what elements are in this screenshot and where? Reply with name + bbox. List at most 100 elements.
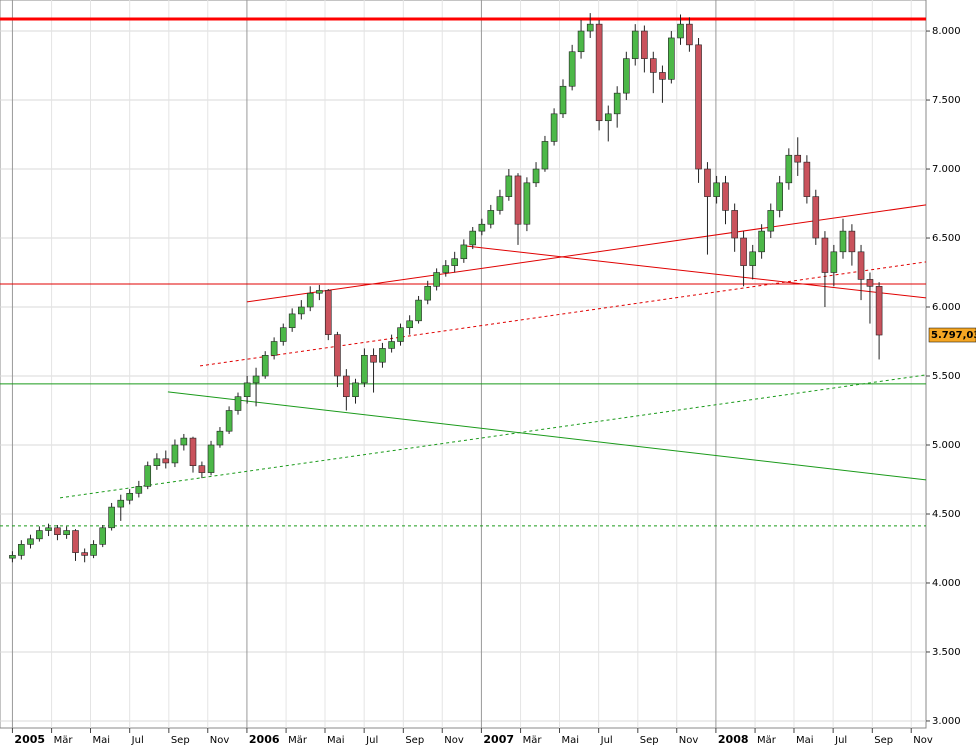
candle-body	[677, 23, 684, 39]
y-tick-label: 4.500	[932, 509, 961, 520]
candle-body	[686, 23, 693, 46]
candle-body	[460, 244, 468, 260]
candle-body	[306, 292, 314, 308]
candle-body	[81, 552, 88, 556]
candle-body	[90, 544, 97, 556]
x-tick-label: Mai	[561, 735, 579, 746]
candle-body	[234, 396, 242, 411]
candle-body	[785, 154, 793, 184]
candle-body	[830, 251, 838, 273]
candle-body	[361, 355, 368, 384]
candle-body	[613, 92, 621, 115]
x-tick-label: 2006	[249, 733, 280, 746]
candle-body	[668, 37, 675, 80]
candle-body	[99, 527, 107, 545]
candle-body	[641, 30, 648, 59]
candle-body	[731, 210, 738, 239]
candle-body	[505, 175, 513, 197]
x-tick-label: Nov	[679, 735, 699, 746]
candle-body	[261, 355, 269, 377]
candle-body	[162, 458, 170, 464]
candle-body	[695, 44, 702, 170]
candle-body	[153, 458, 161, 466]
candle-body	[207, 444, 215, 473]
candle-body	[559, 85, 567, 115]
candle-body	[54, 527, 61, 535]
y-tick-label: 6.500	[932, 233, 961, 244]
candle-body	[72, 530, 79, 553]
y-tick-label: 3.500	[932, 647, 961, 658]
candle-body	[767, 210, 775, 232]
x-tick-label: 2007	[483, 733, 514, 746]
candle-body	[875, 286, 883, 336]
candle-body	[469, 230, 477, 246]
x-tick-label: Sep	[171, 735, 190, 746]
x-tick-label: Sep	[874, 735, 893, 746]
candle-body	[532, 168, 540, 184]
candle-body	[45, 527, 52, 531]
y-tick-label: 3.000	[932, 716, 961, 727]
x-tick-label: Mär	[523, 735, 543, 746]
candle-body	[415, 299, 422, 322]
y-tick-label: 4.000	[932, 578, 961, 589]
candle-body	[180, 437, 188, 446]
candle-body	[776, 182, 783, 211]
candle-body	[397, 327, 404, 342]
candle-body	[794, 154, 802, 163]
candle-body	[857, 251, 865, 280]
y-tick-label: 5.000	[932, 440, 961, 451]
candle-body	[595, 23, 603, 122]
candle-body	[18, 544, 25, 556]
candle-body	[722, 182, 729, 211]
price-badge	[928, 327, 976, 343]
candle-body	[487, 210, 495, 225]
candle-body	[126, 492, 133, 501]
candle-body	[586, 23, 594, 32]
x-tick-label: Jul	[131, 735, 144, 746]
x-tick-label: Mai	[93, 735, 111, 746]
candle-body	[496, 196, 504, 211]
candle-body	[848, 230, 856, 253]
x-tick-label: Jul	[365, 735, 378, 746]
candle-body	[27, 538, 34, 545]
candle-body	[189, 437, 197, 466]
candle-body	[550, 113, 558, 142]
x-tick-label: Jul	[600, 735, 613, 746]
y-tick-label: 5.500	[932, 371, 961, 382]
candle-body	[388, 341, 395, 349]
candle-body	[36, 530, 43, 540]
candle-body	[568, 51, 576, 87]
candle-body	[379, 348, 386, 363]
candle-body	[225, 410, 233, 432]
candle-body	[866, 279, 874, 287]
x-tick-label: Mai	[796, 735, 814, 746]
candle-body	[288, 313, 296, 329]
trend-line	[465, 245, 927, 299]
candle-body	[370, 355, 377, 363]
candle-body	[279, 327, 287, 342]
candle-body	[659, 72, 666, 80]
candle-body	[171, 444, 179, 464]
candle-body	[406, 320, 413, 329]
x-tick-label: Mär	[757, 735, 777, 746]
candle-body	[334, 334, 341, 377]
price-label: 5.797,03	[931, 330, 976, 341]
trend-line	[199, 261, 927, 367]
candle-body	[298, 306, 305, 315]
candle-body	[324, 290, 332, 335]
candle-body	[704, 168, 711, 197]
candle-body	[839, 230, 847, 253]
candle-body	[198, 465, 206, 473]
candle-body	[243, 382, 251, 398]
candle-body	[343, 375, 350, 398]
candle-body	[577, 30, 585, 53]
candle-body	[108, 506, 115, 529]
candle-body	[758, 230, 765, 253]
candle-body	[216, 430, 224, 446]
candle-body	[523, 182, 531, 225]
candle-body	[514, 175, 522, 225]
y-tick-label: 8.000	[932, 26, 961, 37]
x-tick-label: Mär	[288, 735, 308, 746]
candle-body	[352, 382, 359, 398]
